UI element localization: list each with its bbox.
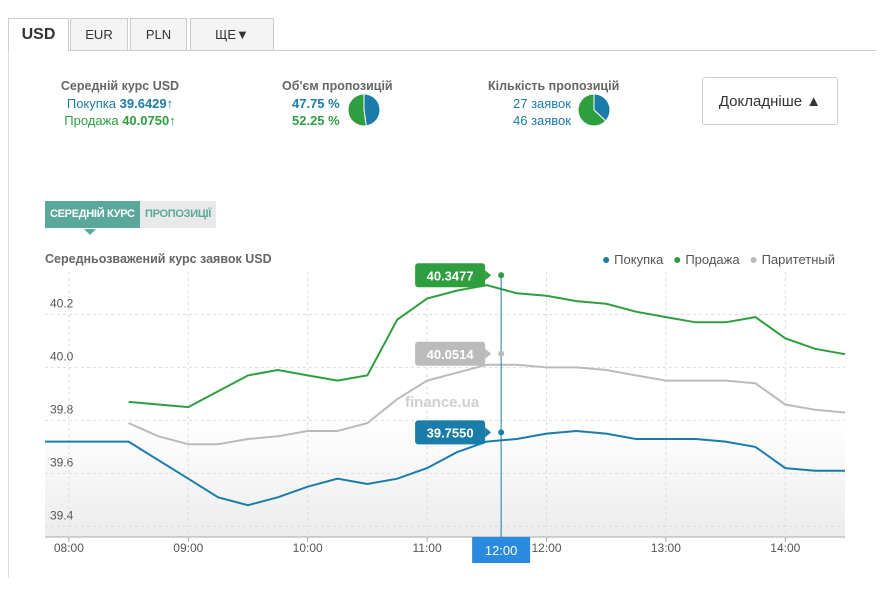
count-block: Кількість пропозицій 27 заявок 46 заявок bbox=[480, 78, 630, 129]
tooltip-label: 40.3477 bbox=[427, 268, 474, 283]
tooltip-box bbox=[415, 341, 486, 366]
y-tick-label: 40.2 bbox=[50, 296, 74, 310]
series-line bbox=[128, 284, 846, 409]
crosshair-marker bbox=[498, 429, 505, 436]
crosshair-label: 12:00 bbox=[485, 543, 518, 558]
tooltip-pointer bbox=[485, 348, 492, 359]
x-tick-label: 12:00 bbox=[531, 541, 561, 555]
stat-title: Середній курс USD bbox=[60, 79, 180, 93]
x-tick-label: 08:00 bbox=[54, 541, 84, 555]
value: 40.0750 bbox=[122, 113, 170, 128]
legend-label: Покупка bbox=[614, 252, 664, 267]
currency-tabs: USD EUR PLN ЩЕ▼ bbox=[8, 18, 876, 51]
volume-block: Об'єм пропозицій 47.75 % 52.25 % bbox=[270, 78, 400, 129]
tab[interactable]: USD bbox=[8, 18, 69, 51]
tooltip-box bbox=[415, 420, 486, 445]
y-tick-label: 39.8 bbox=[50, 402, 74, 416]
y-tick-label: 39.4 bbox=[50, 508, 74, 522]
series-line bbox=[128, 363, 846, 446]
legend-dot bbox=[674, 257, 681, 263]
arrow: ↑ bbox=[166, 96, 174, 111]
value: 52.25 % bbox=[292, 113, 340, 128]
y-tick-label: 40.0 bbox=[50, 349, 74, 363]
chart-tab[interactable]: СЕРЕДНІЙ КУРС bbox=[45, 201, 140, 228]
value: 46 заявок bbox=[513, 113, 571, 128]
crosshair-label-bg bbox=[472, 537, 531, 563]
legend-dot bbox=[603, 257, 610, 263]
tooltip-label: 40.0514 bbox=[427, 347, 475, 362]
crosshair-marker bbox=[498, 272, 505, 279]
value: 39.6429 bbox=[119, 96, 167, 111]
tab[interactable]: EUR bbox=[70, 18, 128, 50]
label: Продажа bbox=[64, 113, 119, 128]
crosshair-marker bbox=[498, 350, 505, 357]
chart-tab[interactable]: ПРОПОЗИЦІЇ bbox=[140, 201, 217, 228]
details-button[interactable]: Докладніше ▲ bbox=[702, 77, 838, 125]
x-tick-label: 11:00 bbox=[413, 541, 442, 555]
series-line bbox=[45, 429, 845, 507]
label: Покупка bbox=[66, 96, 117, 111]
tab[interactable]: PLN bbox=[130, 18, 187, 50]
plot-shade bbox=[45, 420, 845, 537]
x-tick-label: 14:00 bbox=[770, 541, 800, 555]
arrow: ↑ bbox=[169, 113, 176, 128]
tab[interactable]: ЩЕ▼ bbox=[190, 18, 274, 50]
x-tick-label: 10:00 bbox=[293, 541, 323, 555]
frame-line bbox=[8, 50, 9, 578]
stat-title: Кількість пропозицій bbox=[488, 79, 620, 93]
legend-label: Продажа bbox=[685, 252, 740, 267]
tooltip-pointer bbox=[485, 427, 492, 438]
tooltip-label: 39.7550 bbox=[427, 425, 474, 440]
legend-label: Паритетный bbox=[762, 252, 835, 267]
value: 47.75 % bbox=[292, 96, 340, 111]
average-block: Середній курс USD Покупка 39.6429↑ Прода… bbox=[50, 78, 190, 129]
tooltip-box bbox=[415, 263, 486, 288]
tooltip-pointer bbox=[485, 270, 492, 281]
legend-dot bbox=[750, 257, 757, 263]
y-tick-label: 39.6 bbox=[50, 455, 74, 469]
chart-title: Середньозважений курс заявок USD bbox=[45, 252, 272, 266]
value: 27 заявок bbox=[513, 96, 571, 111]
tab-pointer bbox=[84, 229, 96, 235]
stat-title: Об'єм пропозицій bbox=[282, 79, 393, 93]
x-tick-label: 13:00 bbox=[651, 541, 681, 555]
watermark: finance.ua bbox=[405, 394, 480, 411]
x-tick-label: 09:00 bbox=[173, 541, 203, 555]
